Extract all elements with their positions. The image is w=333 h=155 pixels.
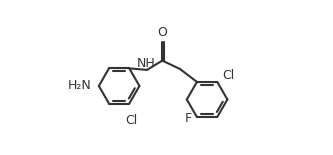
Text: F: F	[185, 112, 192, 125]
Text: Cl: Cl	[222, 69, 234, 82]
Text: H₂N: H₂N	[68, 80, 91, 92]
Text: NH: NH	[136, 57, 155, 70]
Text: O: O	[157, 26, 167, 39]
Text: Cl: Cl	[125, 114, 137, 127]
